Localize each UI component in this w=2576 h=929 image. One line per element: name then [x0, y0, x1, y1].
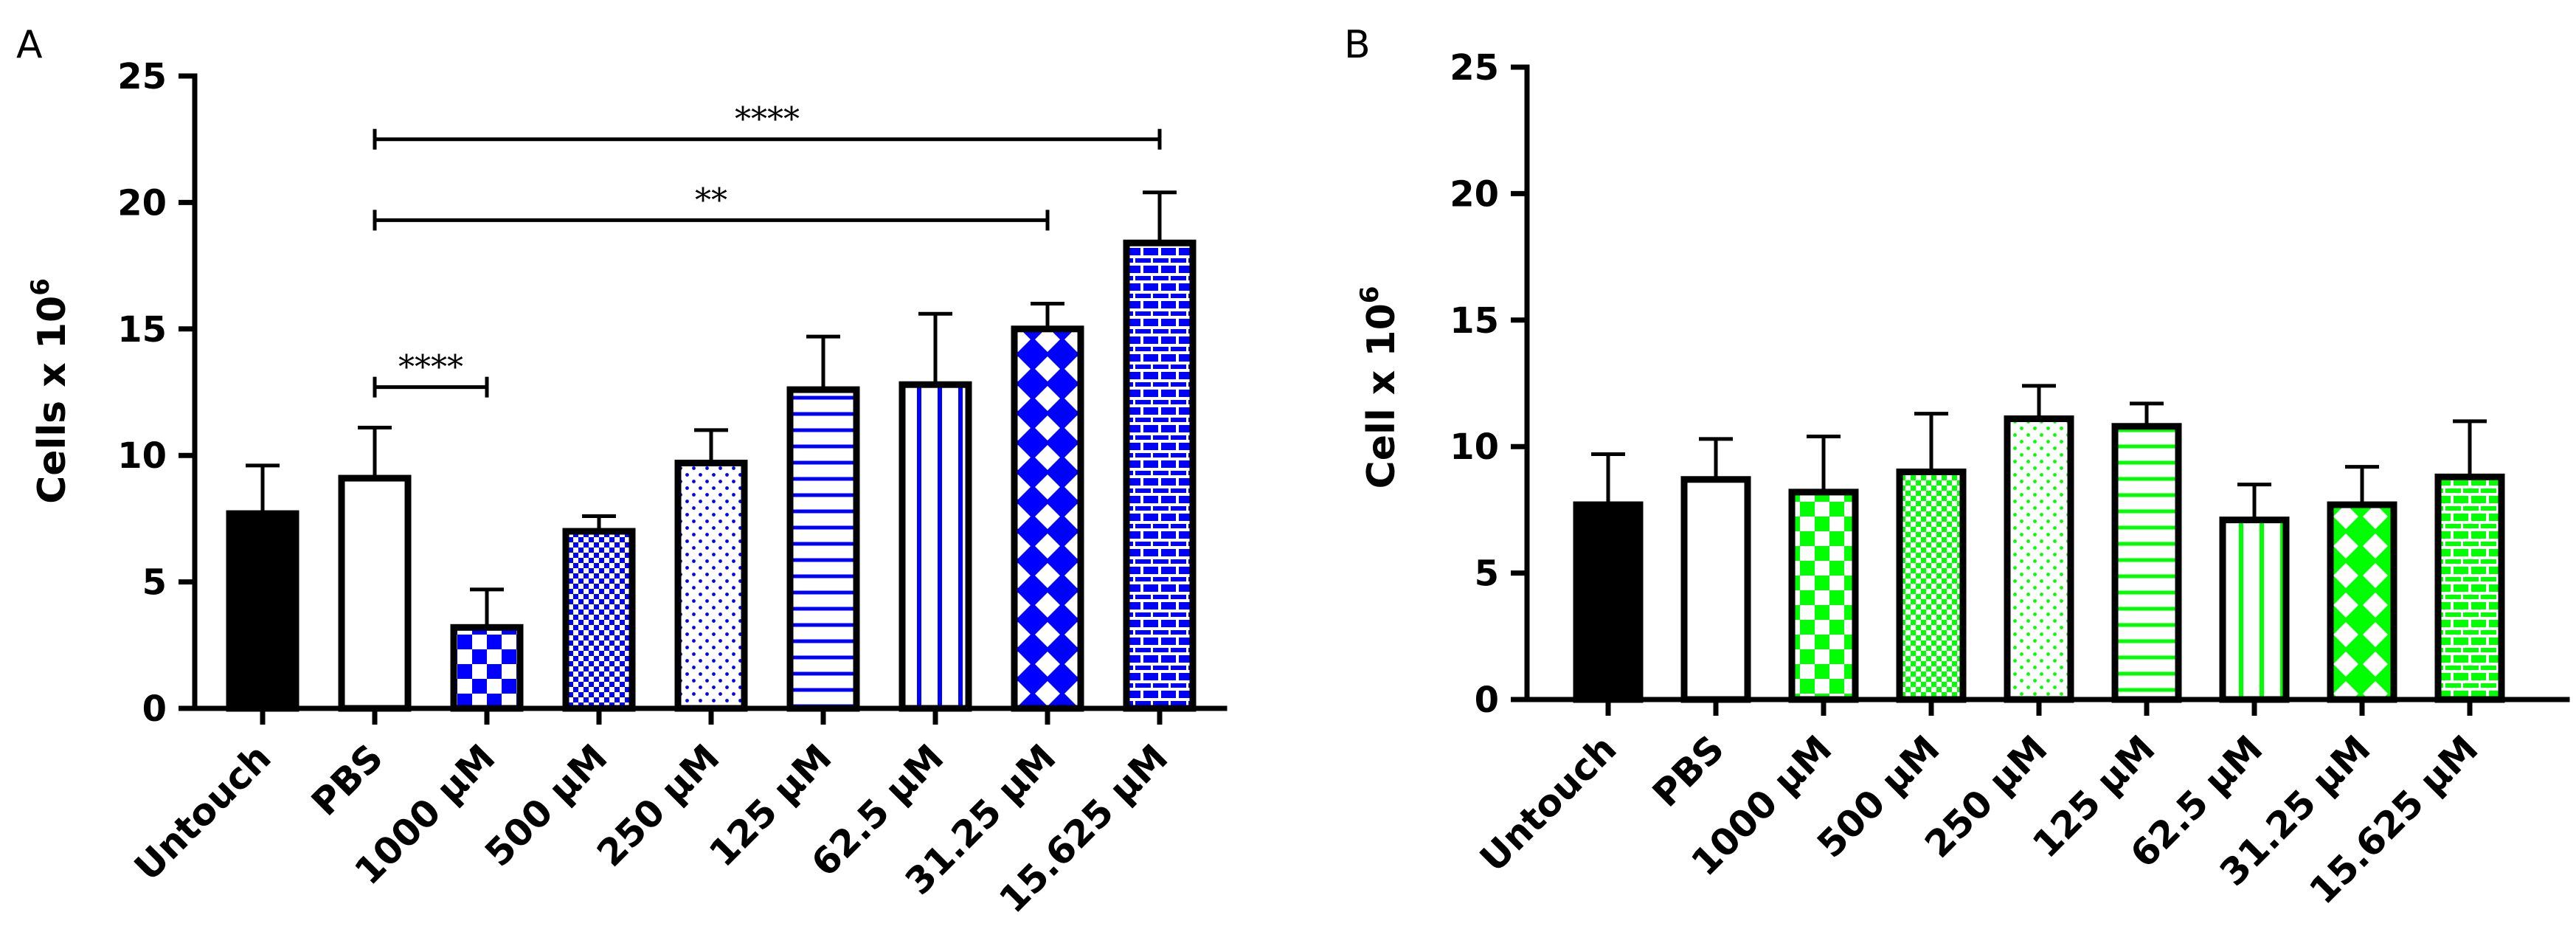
panel-a-letter: A [16, 23, 43, 67]
y-tick-label: 25 [1450, 47, 1499, 89]
bar-7 [1011, 325, 1084, 712]
bar-2 [450, 624, 524, 712]
bar-8 [1123, 239, 1197, 712]
category-label: Untouch [1472, 727, 1624, 880]
category-label: Untouch [126, 736, 279, 888]
y-tick-label: 10 [117, 435, 167, 477]
significance-bracket: **** [373, 349, 489, 398]
bar-1 [1680, 476, 1751, 703]
bar-0 [1573, 501, 1644, 703]
y-tick-label: 5 [142, 562, 167, 604]
y-tick-label: 25 [117, 56, 167, 97]
panel-a-significance: ********** [373, 101, 1162, 398]
y-tick-label: 0 [142, 688, 167, 730]
bar-2 [1788, 488, 1859, 703]
bar-6 [2219, 517, 2290, 703]
y-tick-label: 0 [1475, 680, 1499, 721]
bar-5 [2111, 423, 2182, 703]
significance-label: **** [735, 101, 800, 139]
bar-3 [1896, 468, 1967, 703]
y-tick-label: 20 [1450, 173, 1499, 215]
category-label: PBS [1644, 727, 1732, 815]
category-label: PBS [303, 736, 391, 823]
panel-b-y-axis-title: Cell x 106 [1355, 286, 1404, 489]
bar-1 [338, 474, 412, 712]
significance-bracket: **** [373, 101, 1162, 150]
bar-4 [674, 459, 748, 712]
bar-8 [2434, 473, 2505, 703]
bar-5 [786, 386, 860, 712]
y-tick-label: 5 [1475, 553, 1499, 595]
bar-3 [562, 528, 636, 712]
panel-b-bars [1573, 384, 2505, 703]
category-label: 250 μM [589, 736, 727, 874]
y-tick-label: 10 [1450, 426, 1499, 468]
y-tick-label: 15 [117, 309, 167, 350]
bar-4 [2004, 415, 2074, 703]
panel-a-y-axis-title: Cells x 106 [26, 278, 75, 504]
panel-a-bars [226, 190, 1197, 712]
bar-7 [2327, 501, 2397, 703]
bar-6 [899, 381, 972, 712]
y-tick-label: 20 [117, 182, 167, 224]
category-label: 500 μM [477, 736, 615, 874]
significance-label: **** [398, 349, 463, 387]
panel-b-letter: B [1344, 23, 1371, 67]
significance-bracket: ** [373, 182, 1050, 231]
significance-label: ** [695, 182, 727, 219]
y-tick-label: 15 [1450, 300, 1499, 342]
bar-0 [226, 510, 300, 712]
